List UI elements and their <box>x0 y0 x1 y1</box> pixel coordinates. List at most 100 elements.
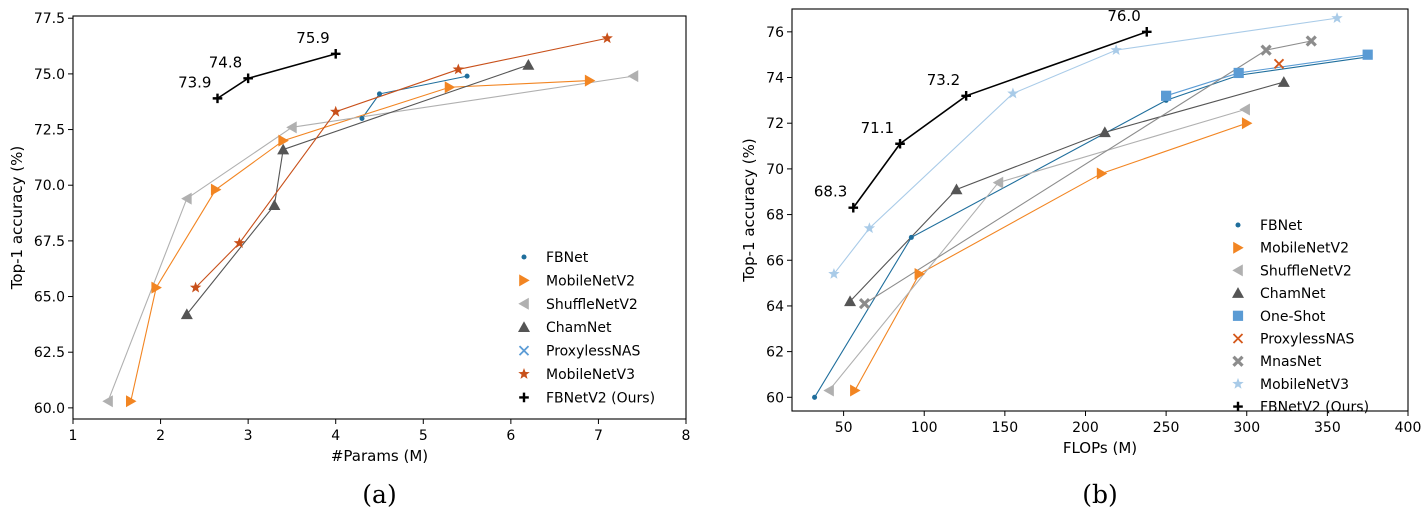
data-point <box>181 192 192 205</box>
data-point <box>844 295 857 307</box>
data-point <box>268 199 281 211</box>
chart-panel-b: 68.3 71.1 73.2 76.0 50 100 150 200 250 300 350 400 6… <box>740 7 1421 509</box>
x-tick-label: 200 <box>1072 420 1099 436</box>
plot-frame <box>791 8 1409 412</box>
y-tick-label: 67.5 <box>34 234 65 250</box>
data-point <box>330 105 342 117</box>
data-point <box>1233 67 1244 79</box>
data-point <box>522 58 535 70</box>
data-point <box>180 308 193 320</box>
x-tick-label: 7 <box>594 428 603 444</box>
y-tick-label: 77.5 <box>34 11 65 27</box>
legend-label: ChamNet <box>1260 286 1326 302</box>
y-axis-label: Top-1 accuracy (%) <box>740 138 758 282</box>
data-point <box>584 74 596 87</box>
data-point <box>278 134 289 147</box>
legend-marker <box>518 321 530 332</box>
data-point <box>812 394 818 400</box>
legend-marker <box>518 345 530 356</box>
data-point <box>848 202 859 213</box>
y-tick-label: 74 <box>766 71 784 87</box>
data-point <box>330 49 341 59</box>
y-tick-label: 60.0 <box>34 401 65 417</box>
x-tick-label: 350 <box>1314 420 1341 436</box>
plot-frame <box>72 15 687 420</box>
data-point <box>914 267 926 280</box>
y-tick-label: 70.0 <box>34 178 65 194</box>
data-point <box>212 93 223 104</box>
data-point <box>286 121 297 134</box>
legend-marker <box>519 274 530 287</box>
legend-marker <box>1232 287 1244 298</box>
x-tick-label: 3 <box>244 428 253 444</box>
x-tick-label: 6 <box>506 428 515 444</box>
series-line <box>130 80 590 402</box>
x-axis-label: FLOPs (M) <box>1063 439 1137 457</box>
y-tick-label: 68 <box>766 208 784 224</box>
data-point <box>1260 44 1272 56</box>
data-point <box>1331 12 1343 23</box>
legend-label: FBNet <box>546 250 589 266</box>
x-tick-label: 8 <box>682 428 691 444</box>
series-line <box>186 64 529 315</box>
x-tick-label: 2 <box>156 428 165 444</box>
y-tick-label: 62 <box>766 345 784 361</box>
y-tick-label: 60 <box>766 390 784 406</box>
data-point <box>1305 35 1317 47</box>
legend-marker <box>1232 310 1244 321</box>
legend-label: ProxylessNAS <box>546 344 640 360</box>
data-point <box>1273 58 1285 69</box>
legend-label: MobileNetV2 <box>546 273 635 289</box>
data-point <box>1362 49 1373 60</box>
data-point <box>125 395 137 408</box>
data-point <box>1141 27 1152 37</box>
x-tick-label: 4 <box>331 428 340 444</box>
legend-label: MobileNetV2 <box>1260 241 1349 257</box>
data-point <box>189 281 202 293</box>
legend-marker <box>1232 355 1244 367</box>
x-tick-label: 100 <box>911 420 938 436</box>
legend-label: MnasNet <box>1260 354 1322 370</box>
legend-marker <box>1233 241 1244 254</box>
legend-label: ProxylessNAS <box>1260 332 1354 348</box>
legend-label: MobileNetV3 <box>1260 377 1349 393</box>
x-tick-label: 50 <box>835 420 853 436</box>
data-point <box>1241 117 1253 130</box>
data-point <box>850 384 861 397</box>
x-tick-label: 150 <box>991 420 1018 436</box>
data-point <box>601 32 613 44</box>
data-point <box>444 81 456 94</box>
figure-caption: (a) <box>362 480 396 509</box>
data-point <box>961 90 971 101</box>
legend-label: ShuffleNetV2 <box>546 297 638 313</box>
data-label: 76.0 <box>1107 7 1140 25</box>
legend-marker <box>1233 401 1243 412</box>
data-point <box>858 298 871 310</box>
data-point <box>151 281 162 294</box>
y-tick-label: 75.0 <box>34 67 65 83</box>
legend-marker <box>1232 377 1244 389</box>
y-tick-label: 76 <box>766 25 784 41</box>
data-point <box>277 143 290 155</box>
data-label: 73.2 <box>927 71 960 89</box>
series-line <box>828 108 1246 391</box>
y-tick-label: 62.5 <box>34 345 65 361</box>
data-point <box>102 395 113 408</box>
data-point <box>243 73 253 84</box>
legend-label: One-Shot <box>1260 309 1326 325</box>
legend-label: ShuffleNetV2 <box>1260 263 1352 279</box>
figure-caption: (b) <box>1082 480 1118 509</box>
legend-marker <box>519 392 529 403</box>
data-point <box>828 267 840 279</box>
data-point <box>863 222 876 234</box>
data-point <box>359 115 365 121</box>
data-label: 73.9 <box>178 73 211 91</box>
y-tick-label: 72 <box>766 116 784 132</box>
data-point <box>950 183 963 195</box>
y-tick-label: 64 <box>766 299 784 315</box>
data-point <box>233 237 246 248</box>
legend-marker <box>518 297 529 310</box>
series-line <box>854 122 1247 391</box>
data-point <box>1239 103 1250 116</box>
